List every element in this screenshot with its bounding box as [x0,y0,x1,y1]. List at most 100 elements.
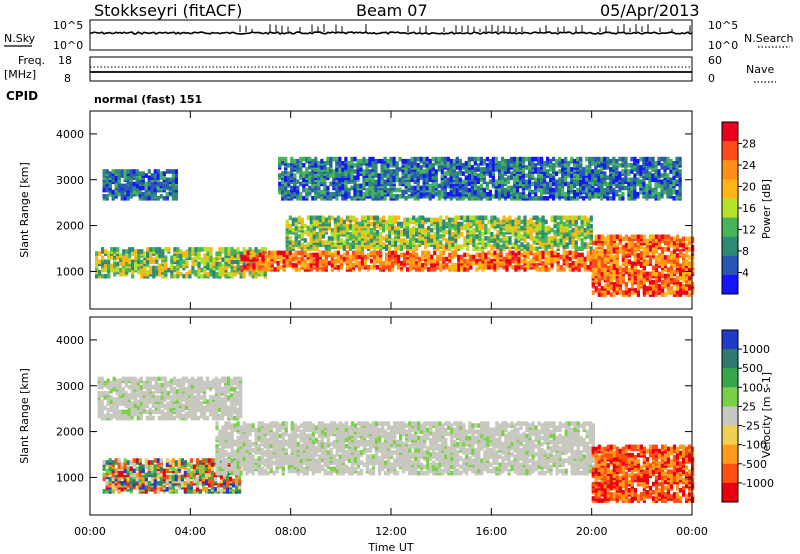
range-cell [354,217,359,223]
range-cell [116,255,120,260]
range-cell [488,158,492,164]
range-cell [413,161,417,166]
range-cell [276,254,280,260]
range-cell [131,263,135,269]
range-cell [531,156,535,162]
range-cell [327,225,331,231]
range-cell [633,261,637,266]
range-cell [260,271,264,277]
range-cell [472,246,476,251]
range-cell [636,282,640,287]
range-cell [126,179,130,185]
range-cell [594,179,598,185]
range-cell [443,163,447,168]
range-cell [341,189,345,195]
range-cell [415,244,419,249]
range-cell [540,191,544,197]
range-cell [371,156,375,162]
range-cell [675,275,680,281]
range-cell [500,161,505,166]
range-cell [182,273,186,279]
range-cell [475,252,479,258]
range-cell [600,191,604,197]
range-cell [443,177,447,183]
range-cell [314,173,318,178]
range-cell [132,169,136,174]
range-cell [556,252,560,258]
range-cell [666,173,670,178]
range-cell [248,269,252,275]
range-cell [104,273,108,279]
range-cell [300,246,304,251]
range-cell [654,271,659,277]
range-cell [609,249,613,254]
range-cell [264,267,268,272]
range-cell [586,250,590,256]
range-cell [679,263,683,268]
range-cell [401,179,405,185]
nsearch-label: N.Search [744,32,794,45]
range-cell [470,187,474,193]
range-cell [171,169,175,174]
range-cell [348,215,353,221]
range-cell [630,242,634,248]
range-cell [493,215,497,221]
range-cell [395,169,399,174]
range-cell [663,179,667,185]
range-cell [603,267,607,273]
range-cell [297,250,301,256]
range-cell [377,177,381,183]
range-cell [586,265,590,270]
range-cell [341,167,345,172]
range-cell [600,292,604,297]
range-cell [102,169,106,174]
range-cell [422,169,426,174]
range-cell [463,252,467,258]
range-cell [559,238,563,243]
range-cell [369,221,374,227]
range-cell [583,227,587,233]
range-cell [174,185,178,191]
range-cell [515,156,520,162]
range-cell [562,234,566,239]
range-cell [353,196,357,201]
range-cell [303,238,307,243]
range-cell [473,189,477,195]
range-cell [544,238,548,243]
range-cell [678,177,682,183]
range-cell [351,262,356,268]
range-cell [360,215,365,221]
range-cell [240,265,244,270]
range-cell [508,236,512,241]
range-cell [179,253,183,258]
range-cell [499,238,503,243]
range-cell [314,156,318,162]
range-cell [270,250,274,256]
range-cell [642,156,646,162]
range-cell [386,169,390,174]
cpid-label: CPID [6,89,38,103]
range-cell [95,255,99,260]
range-cell [290,167,294,172]
range-cell [345,234,349,239]
range-cell [333,242,337,247]
range-cell [110,247,114,252]
range-cell [161,253,165,258]
range-cell [488,189,492,195]
range-cell [285,229,289,235]
range-cell [660,292,665,297]
range-cell [300,250,304,256]
range-cell [391,250,395,256]
range-cell [449,163,453,168]
range-cell [427,242,431,247]
range-cell [535,267,539,272]
range-cell [285,262,289,268]
range-cell [284,156,288,162]
range-cell [431,175,435,180]
range-cell [409,240,413,245]
range-cell [452,158,456,164]
range-cell [506,191,511,197]
range-cell [353,169,357,174]
range-cell [555,158,559,164]
range-cell [469,229,473,235]
